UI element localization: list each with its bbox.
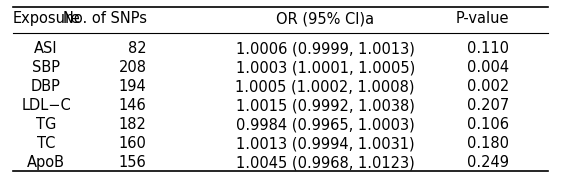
Text: LDL−C: LDL−C xyxy=(21,98,71,113)
Text: 0.249: 0.249 xyxy=(467,155,509,170)
Text: ASI: ASI xyxy=(34,41,58,56)
Text: 1.0005 (1.0002, 1.0008): 1.0005 (1.0002, 1.0008) xyxy=(236,79,415,94)
Text: 160: 160 xyxy=(119,136,146,151)
Text: 1.0015 (0.9992, 1.0038): 1.0015 (0.9992, 1.0038) xyxy=(236,98,415,113)
Text: TC: TC xyxy=(37,136,55,151)
Text: 0.004: 0.004 xyxy=(467,60,509,75)
Text: 1.0013 (0.9994, 1.0031): 1.0013 (0.9994, 1.0031) xyxy=(236,136,415,151)
Text: 1.0006 (0.9999, 1.0013): 1.0006 (0.9999, 1.0013) xyxy=(236,41,415,56)
Text: 0.207: 0.207 xyxy=(467,98,509,113)
Text: 0.106: 0.106 xyxy=(467,117,509,132)
Text: TG: TG xyxy=(36,117,56,132)
Text: 0.9984 (0.9965, 1.0003): 0.9984 (0.9965, 1.0003) xyxy=(236,117,415,132)
Text: OR (95% CI)a: OR (95% CI)a xyxy=(276,11,374,26)
Text: SBP: SBP xyxy=(32,60,60,75)
Text: 208: 208 xyxy=(118,60,146,75)
Text: 82: 82 xyxy=(128,41,146,56)
Text: 1.0003 (1.0001, 1.0005): 1.0003 (1.0001, 1.0005) xyxy=(236,60,415,75)
Text: 0.180: 0.180 xyxy=(467,136,509,151)
Text: 194: 194 xyxy=(119,79,146,94)
Text: P-value: P-value xyxy=(456,11,509,26)
Text: No. of SNPs: No. of SNPs xyxy=(62,11,146,26)
Text: 156: 156 xyxy=(119,155,146,170)
Text: 1.0045 (0.9968, 1.0123): 1.0045 (0.9968, 1.0123) xyxy=(236,155,415,170)
Text: DBP: DBP xyxy=(31,79,61,94)
Text: 0.110: 0.110 xyxy=(467,41,509,56)
Text: Exposure: Exposure xyxy=(12,11,80,26)
Text: 146: 146 xyxy=(119,98,146,113)
Text: ApoB: ApoB xyxy=(27,155,65,170)
Text: 182: 182 xyxy=(119,117,146,132)
Text: 0.002: 0.002 xyxy=(467,79,509,94)
